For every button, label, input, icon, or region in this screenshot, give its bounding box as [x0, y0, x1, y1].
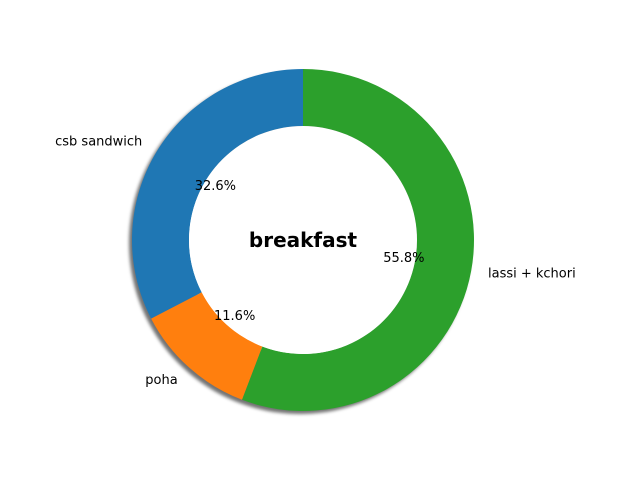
slice-csb-sandwich [131, 69, 303, 319]
slice-label-lassi-kchori: lassi + kchori [488, 267, 576, 282]
center-title: breakfast [249, 228, 358, 252]
donut-center-hole [189, 126, 417, 354]
slice-label-csb-sandwich: csb sandwich [55, 135, 142, 150]
slice-poha [151, 292, 263, 400]
slice-label-poha: poha [145, 373, 177, 388]
slice-labels: csb sandwich 32.6% poha 11.6% lassi + kchori… [55, 135, 576, 388]
donut-slices [131, 69, 474, 411]
slice-percent-poha: 11.6% [214, 309, 255, 324]
slice-lassi-kchori [242, 69, 474, 411]
slice-percent-lassi-kchori: 55.8% [383, 251, 424, 266]
slice-percent-csb-sandwich: 32.6% [195, 179, 236, 194]
